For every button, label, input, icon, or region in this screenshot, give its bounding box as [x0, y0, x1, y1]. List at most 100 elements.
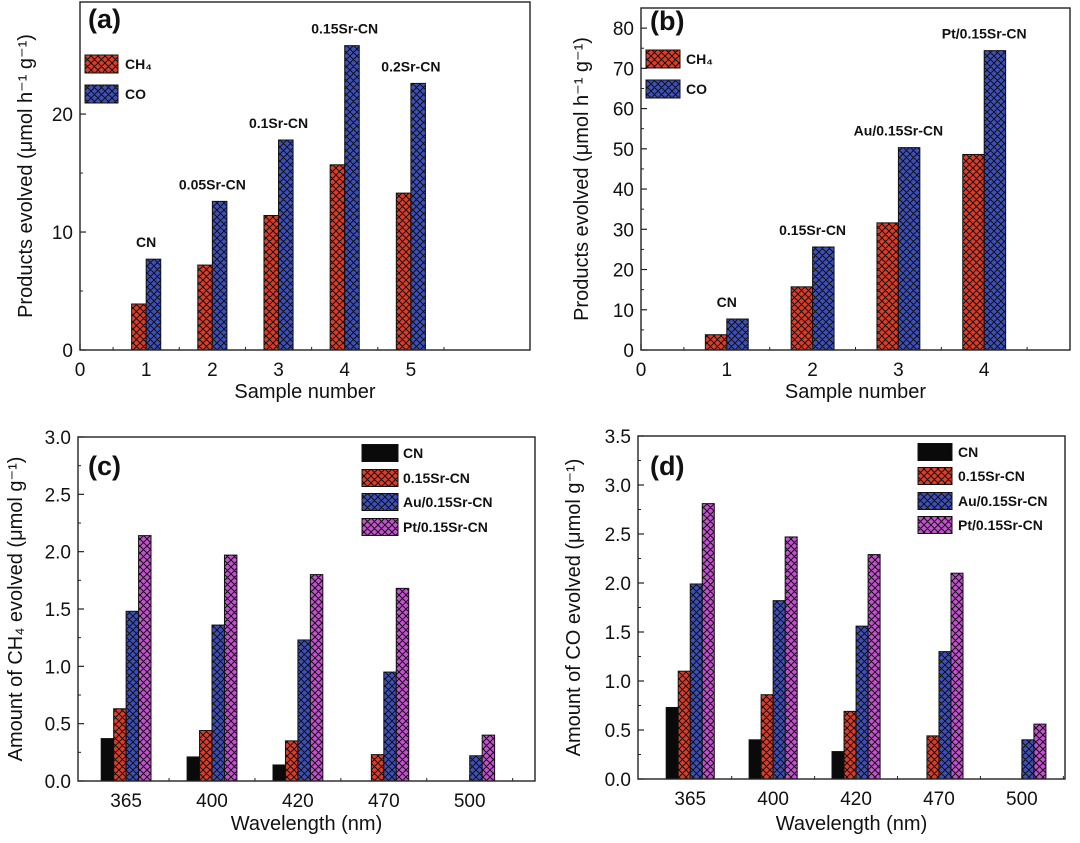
legend-swatch-a-1: [84, 84, 119, 104]
y-axis-label-d: Amount of CO evolved (μmol g⁻¹): [563, 459, 585, 757]
legend-swatch-c-0: [361, 444, 399, 462]
ytick-label-d-1: 0.5: [605, 721, 631, 742]
legend-label-b-0: CH₄: [686, 51, 713, 67]
bar-d-Au-0: [689, 583, 703, 780]
ytick-label-c-4: 2.0: [45, 543, 71, 564]
panel-b: CN0.15Sr-CNAu/0.15Sr-CNPt/0.15Sr-CN01020…: [571, 6, 1071, 403]
xtick-label-c-0: 365: [110, 791, 142, 812]
annotation-b-2: Au/0.15Sr-CN: [854, 123, 943, 139]
annotation-b-0: CN: [717, 294, 737, 310]
bar-c-Sr-1: [199, 730, 213, 782]
bar-d-Pt-1: [784, 536, 798, 780]
xtick-label-c-2: 420: [282, 791, 314, 812]
bar-a-CO-0: [145, 258, 162, 351]
legend-label-a-1: CO: [125, 86, 146, 102]
legend-label-d-3: Pt/0.15Sr-CN: [958, 517, 1043, 533]
ytick-label-c-1: 0.5: [45, 715, 71, 736]
y-axis-label-c: Amount of CH₄ evolved (μmol g⁻¹): [5, 457, 27, 762]
bar-a-CO-2: [278, 139, 294, 351]
panel-a: CN0.05Sr-CN0.1Sr-CN0.15Sr-CN0.2Sr-CN0102…: [15, 1, 531, 403]
xtick-label-c-4: 500: [454, 791, 486, 812]
bar-c-Pt-0: [138, 535, 152, 782]
ytick-label-d-7: 3.5: [605, 427, 631, 448]
panel-label-d: (d): [650, 451, 684, 481]
legend-swatch-b-1: [645, 79, 681, 99]
legend-label-a-0: CH₄: [125, 56, 152, 72]
bar-a-CH4-1: [197, 264, 213, 351]
xtick-label-b-3: 3: [893, 360, 904, 381]
ytick-label-d-0: 0.0: [605, 770, 631, 791]
panel-label-b: (b): [650, 6, 684, 36]
bar-d-Au-4: [1021, 739, 1035, 780]
bar-b-CO-1: [812, 246, 835, 351]
bar-d-CN-2: [831, 751, 845, 780]
bar-c-Pt-4: [481, 734, 496, 782]
bar-b-CO-0: [726, 318, 749, 351]
legend-label-d-2: Au/0.15Sr-CN: [958, 493, 1047, 509]
bar-c-Au-4: [469, 755, 483, 782]
ytick-label-d-3: 1.5: [605, 623, 631, 644]
ytick-label-b-4: 40: [613, 180, 634, 201]
xtick-label-a-3: 3: [273, 360, 284, 381]
xtick-label-d-0: 365: [674, 789, 706, 810]
bar-a-CO-3: [344, 45, 360, 351]
xtick-label-a-4: 4: [339, 360, 350, 381]
legend-swatch-d-3: [917, 516, 953, 534]
xtick-label-a-5: 5: [406, 360, 417, 381]
y-axis-label-b: Products evolved (μmol h⁻¹ g⁻¹): [571, 37, 593, 321]
xtick-label-b-1: 1: [722, 360, 733, 381]
ytick-label-c-2: 1.0: [45, 657, 71, 678]
annotation-b-3: Pt/0.15Sr-CN: [942, 26, 1027, 42]
ytick-label-a-2: 20: [52, 105, 73, 126]
legend-label-b-1: CO: [686, 81, 707, 97]
legend-label-d-1: 0.15Sr-CN: [958, 468, 1025, 484]
xtick-label-d-2: 420: [840, 789, 872, 810]
annotation-a-0: CN: [136, 234, 156, 250]
bar-d-Pt-2: [867, 554, 881, 780]
xtick-label-d-1: 400: [757, 789, 789, 810]
bar-b-CH4-3: [962, 153, 985, 351]
legend-label-c-1: 0.15Sr-CN: [403, 470, 470, 486]
xtick-label-b-0: 0: [636, 360, 647, 381]
xtick-label-c-1: 400: [196, 791, 228, 812]
ytick-label-d-2: 1.0: [605, 672, 631, 693]
panel-c: 0.0 0.5 1.0 1.5 2.0 2.5 3.0 365 400 420 470 500 Wave…: [5, 428, 536, 835]
ytick-label-d-5: 2.5: [605, 525, 631, 546]
ytick-label-c-6: 3.0: [45, 428, 71, 449]
bar-c-CN-1: [186, 756, 201, 782]
annotation-b-1: 0.15Sr-CN: [779, 222, 846, 238]
legend-swatch-d-1: [917, 467, 953, 485]
ytick-label-c-3: 1.5: [45, 600, 71, 621]
ytick-label-b-0: 0: [623, 341, 634, 362]
legend-swatch-d-0: [917, 443, 953, 461]
bar-d-Sr-1: [760, 694, 774, 780]
xtick-label-a-1: 1: [141, 360, 152, 381]
legend-label-c-0: CN: [403, 445, 423, 461]
bar-c-Sr-0: [113, 708, 127, 782]
panel-d: 0.0 0.5 1.0 1.5 2.0 2.5 3.0 3.5 365 400 420 470 500 W…: [563, 427, 1066, 835]
annotation-a-4: 0.2Sr-CN: [381, 58, 440, 74]
x-axis-label-a: Sample number: [234, 381, 376, 403]
ytick-label-b-7: 70: [613, 59, 634, 80]
bar-d-Pt-0: [701, 503, 715, 780]
legend-label-c-3: Pt/0.15Sr-CN: [403, 519, 488, 535]
bar-a-CH4-4: [395, 192, 412, 351]
bar-d-CN-0: [665, 706, 679, 780]
ytick-label-b-8: 80: [613, 19, 634, 40]
annotation-a-3: 0.15Sr-CN: [311, 21, 378, 37]
legend-label-c-2: Au/0.15Sr-CN: [403, 494, 492, 510]
xtick-label-a-0: 0: [75, 360, 86, 381]
bar-c-Sr-2: [284, 740, 299, 782]
bar-c-Pt-1: [223, 554, 238, 782]
legend-label-d-0: CN: [958, 444, 978, 460]
legend-swatch-a-0: [84, 54, 119, 74]
ytick-label-b-1: 10: [613, 301, 634, 322]
bar-d-Au-2: [855, 625, 869, 780]
xtick-label-b-4: 4: [979, 360, 990, 381]
bar-d-Sr-3: [926, 735, 940, 780]
bar-d-Au-3: [938, 651, 952, 780]
bar-b-CH4-0: [704, 334, 728, 351]
bar-c-Au-1: [211, 624, 225, 782]
ytick-label-c-0: 0.0: [45, 772, 71, 793]
